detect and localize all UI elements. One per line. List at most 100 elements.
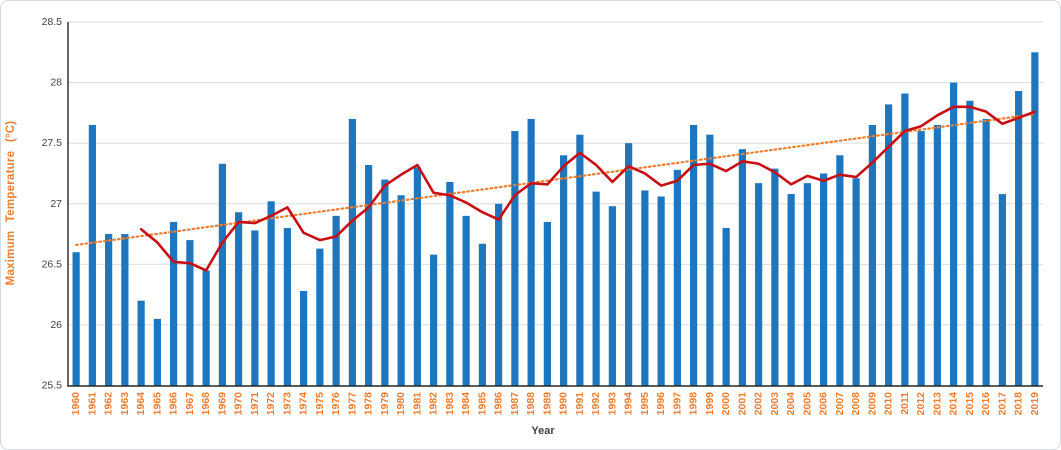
bar-2009 [868, 124, 876, 386]
x-tick-label-1973: 1973 [281, 392, 293, 416]
x-tick-label-1964: 1964 [135, 392, 147, 416]
bar-1991 [576, 134, 584, 386]
bar-1962 [105, 234, 113, 386]
x-tick-label-1991: 1991 [574, 392, 586, 416]
x-tick-label-1970: 1970 [233, 392, 245, 416]
bar-2018 [1015, 91, 1023, 386]
moving-average-line [139, 105, 1037, 272]
bar-1981 [413, 167, 421, 386]
x-tick-label-2000: 2000 [720, 392, 732, 416]
bar-1999 [706, 134, 714, 386]
bar-1986 [495, 203, 503, 386]
x-tick-label-2007: 2007 [834, 392, 846, 416]
bar-2010 [885, 104, 893, 386]
bar-1978 [365, 164, 373, 386]
x-tick-label-1990: 1990 [558, 392, 570, 416]
x-tick-label-1974: 1974 [298, 392, 310, 416]
bar-2017 [998, 194, 1006, 386]
x-tick-label-2008: 2008 [850, 392, 862, 416]
x-tick-label-2010: 2010 [883, 392, 895, 416]
x-tick-label-1971: 1971 [249, 392, 261, 416]
bar-1995 [641, 190, 649, 386]
bar-2008 [852, 178, 860, 386]
bar-1996 [657, 196, 665, 386]
x-tick-label-1986: 1986 [493, 392, 505, 416]
bar-2015 [966, 100, 974, 386]
x-tick-label-1966: 1966 [168, 392, 180, 416]
x-tick-label-1963: 1963 [119, 392, 131, 416]
y-tick-label: 28 [50, 77, 62, 89]
bar-1968 [202, 270, 210, 386]
x-tick-label-2014: 2014 [948, 392, 960, 416]
x-tick-label-1968: 1968 [200, 392, 212, 416]
x-tick-label-1981: 1981 [411, 392, 423, 416]
bar-2016 [982, 118, 990, 386]
x-tick-label-2003: 2003 [769, 392, 781, 416]
x-tick-label-1994: 1994 [623, 392, 635, 416]
y-tick-label: 27 [50, 198, 62, 210]
bar-2000 [722, 227, 730, 386]
bar-1977 [348, 118, 356, 386]
bar-1984 [462, 215, 470, 386]
x-tick-label-1988: 1988 [525, 392, 537, 416]
x-tick-label-1993: 1993 [606, 392, 618, 416]
x-tick-label-1975: 1975 [314, 392, 326, 416]
bar-1982 [430, 254, 438, 386]
bar-1983 [446, 181, 454, 386]
x-tick-label-2006: 2006 [818, 392, 830, 416]
x-tick-label-1984: 1984 [460, 392, 472, 416]
x-tick-label-2016: 2016 [980, 392, 992, 416]
x-tick-label-1989: 1989 [541, 392, 553, 416]
x-tick-label-2005: 2005 [801, 392, 813, 416]
bar-2002 [755, 183, 763, 386]
x-tick-label-1987: 1987 [509, 392, 521, 416]
bar-1966 [170, 221, 178, 386]
x-tick-label-1982: 1982 [428, 392, 440, 416]
bar-1963 [121, 234, 129, 386]
x-tick-label-1967: 1967 [184, 392, 196, 416]
x-tick-label-2015: 2015 [964, 392, 976, 416]
x-tick-label-1961: 1961 [86, 392, 98, 416]
y-tick-label: 25.5 [42, 380, 63, 392]
x-tick-label-1965: 1965 [151, 392, 163, 416]
x-tick-label-1960: 1960 [70, 392, 82, 416]
x-tick-label-2013: 2013 [931, 392, 943, 416]
bar-1961 [88, 124, 96, 386]
bar-1965 [153, 318, 161, 386]
bar-1964 [137, 300, 145, 386]
x-tick-label-1992: 1992 [590, 392, 602, 416]
bar-2019 [1031, 52, 1039, 386]
x-tick-label-1998: 1998 [688, 392, 700, 416]
x-tick-label-2009: 2009 [866, 392, 878, 416]
bar-1960 [72, 252, 80, 386]
y-tick-label: 28.5 [42, 16, 63, 28]
bar-1987 [511, 131, 519, 386]
bar-2014 [950, 82, 958, 386]
x-tick-label-2004: 2004 [785, 392, 797, 416]
x-tick-label-1977: 1977 [346, 392, 358, 416]
bar-1979 [381, 179, 389, 386]
bar-1989 [543, 221, 551, 386]
bar-1990 [560, 155, 568, 386]
x-tick-label-1962: 1962 [103, 392, 115, 416]
x-tick-label-1980: 1980 [395, 392, 407, 416]
x-tick-label-1983: 1983 [444, 392, 456, 416]
bar-2013 [933, 124, 941, 386]
x-tick-label-1999: 1999 [704, 392, 716, 416]
x-axis-title: Year [531, 425, 555, 437]
x-tick-label-1996: 1996 [655, 392, 667, 416]
x-tick-label-2011: 2011 [899, 392, 911, 415]
bar-1985 [478, 243, 486, 386]
bar-1967 [186, 240, 194, 386]
bar-1997 [673, 169, 681, 386]
x-tick-label-1976: 1976 [330, 392, 342, 416]
bar-2007 [836, 155, 844, 386]
bar-1974 [300, 290, 308, 386]
bar-2004 [787, 194, 795, 386]
bar-1992 [592, 191, 600, 386]
bar-2011 [901, 93, 909, 386]
x-tick-label-2012: 2012 [915, 392, 927, 416]
bar-1993 [608, 206, 616, 386]
